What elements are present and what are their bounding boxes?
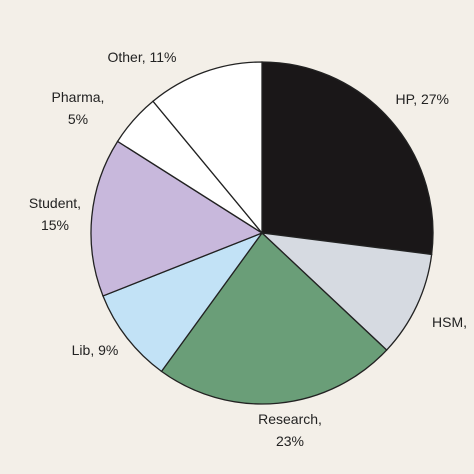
pie-slice-research: [160, 232, 388, 405]
slice-label-lib: Lib, 9%: [72, 342, 119, 358]
pie-slice-student: [90, 140, 264, 297]
slice-label-other: Other, 11%: [107, 49, 176, 65]
pie-slice-other: [152, 61, 263, 235]
slice-label-hp: HP, 27%: [396, 91, 449, 107]
slice-label-hsm: HSM,: [432, 314, 467, 330]
slice-label-pharma: Pharma, 5%: [52, 89, 105, 127]
slice-label-student: Student, 15%: [29, 195, 81, 233]
pie-slice-hsm: [260, 232, 433, 351]
slice-label-research: Research, 23%: [258, 411, 322, 449]
pie-slice-lib: [102, 231, 264, 373]
pie-slice-hp: [261, 61, 434, 256]
